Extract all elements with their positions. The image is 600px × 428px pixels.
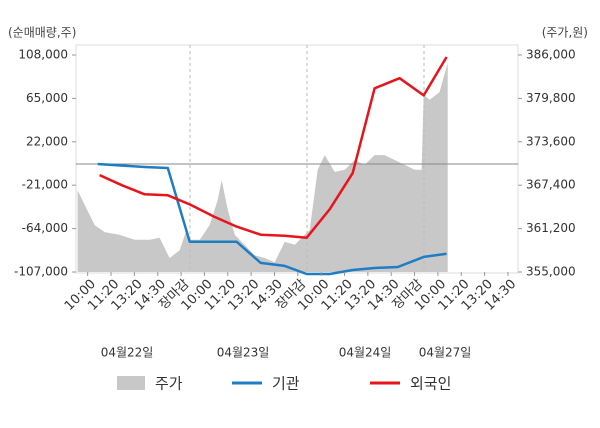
date-label: 04월24일 [339,346,392,360]
y-tick-label: -64,000 [22,221,68,235]
y-tick-label: 65,000 [26,91,68,105]
y-axis-title: (순매매량,주) [8,26,76,40]
y-tick-label: -21,000 [22,178,68,192]
y-tick-label: 108,000 [18,48,68,62]
y-tick-label: -107,000 [14,265,68,279]
date-label: 04월27일 [419,346,472,360]
plot-frame [75,44,519,274]
y2-tick-label: 361,200 [526,221,576,235]
legend-label: 기관 [272,375,300,393]
legend-label: 주가 [155,375,183,393]
date-label: 04월22일 [101,346,154,360]
y2-tick-label: 386,000 [526,48,576,62]
y2-tick-label: 367,400 [526,178,576,192]
series-line [99,56,448,239]
y-tick-label: 22,000 [26,134,68,148]
y2-axis-title: (주가,원) [542,26,588,40]
date-label: 04월23일 [217,346,270,360]
legend-swatch [117,376,145,390]
y2-tick-label: 373,600 [526,134,576,148]
y2-tick-label: 355,000 [526,265,576,279]
series-line [97,162,447,276]
price-area [77,62,448,273]
y2-tick-label: 379,800 [526,91,576,105]
legend-label: 외국인 [410,375,451,393]
